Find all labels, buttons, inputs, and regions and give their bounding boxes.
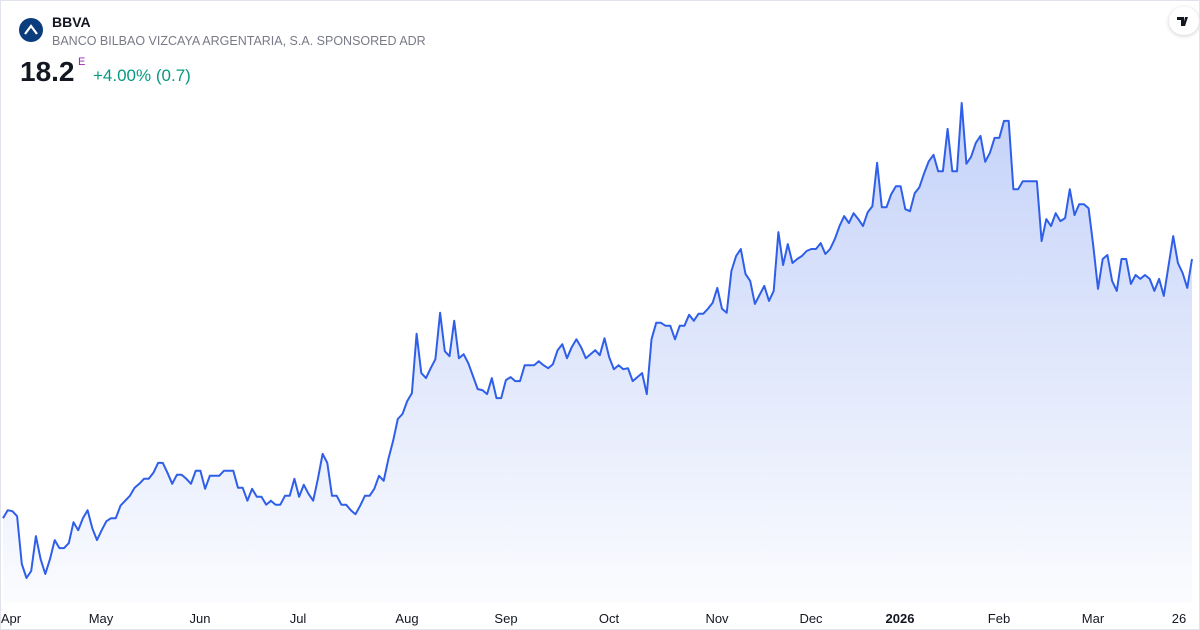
x-tick-label: Sep <box>494 611 517 626</box>
x-tick-label: Aug <box>395 611 418 626</box>
x-tick-label: Feb <box>988 611 1010 626</box>
change-pct: +4.00% <box>93 66 152 85</box>
x-tick-label: Jul <box>290 611 307 626</box>
brand-logo <box>1177 17 1188 26</box>
price-flag: E <box>78 56 86 68</box>
x-axis: Apr May Jun Jul Aug Sep Oct Nov Dec 2026 Feb Mar 26 <box>1 611 1186 626</box>
x-tick-label: 26 <box>1172 611 1186 626</box>
company-name: BANCO BILBAO VIZCAYA ARGENTARIA, S.A. SP… <box>52 34 426 48</box>
x-tick-label: Oct <box>599 611 620 626</box>
x-tick-label: Apr <box>1 611 22 626</box>
x-tick-label: Jun <box>190 611 211 626</box>
x-tick-label: 2026 <box>886 611 915 626</box>
x-tick-label: Nov <box>705 611 729 626</box>
x-tick-label: Mar <box>1082 611 1105 626</box>
symbol: BBVA <box>52 14 91 30</box>
x-tick-label: Dec <box>799 611 823 626</box>
price-line <box>2 102 1193 579</box>
logo <box>19 18 43 42</box>
change: +4.00% (0.7) <box>93 66 191 86</box>
plot <box>2 102 1193 603</box>
change-abs: (0.7) <box>155 66 191 85</box>
price: 18.2 <box>20 56 75 87</box>
brand-badge[interactable] <box>1169 7 1199 35</box>
x-tick-label: May <box>89 611 114 626</box>
